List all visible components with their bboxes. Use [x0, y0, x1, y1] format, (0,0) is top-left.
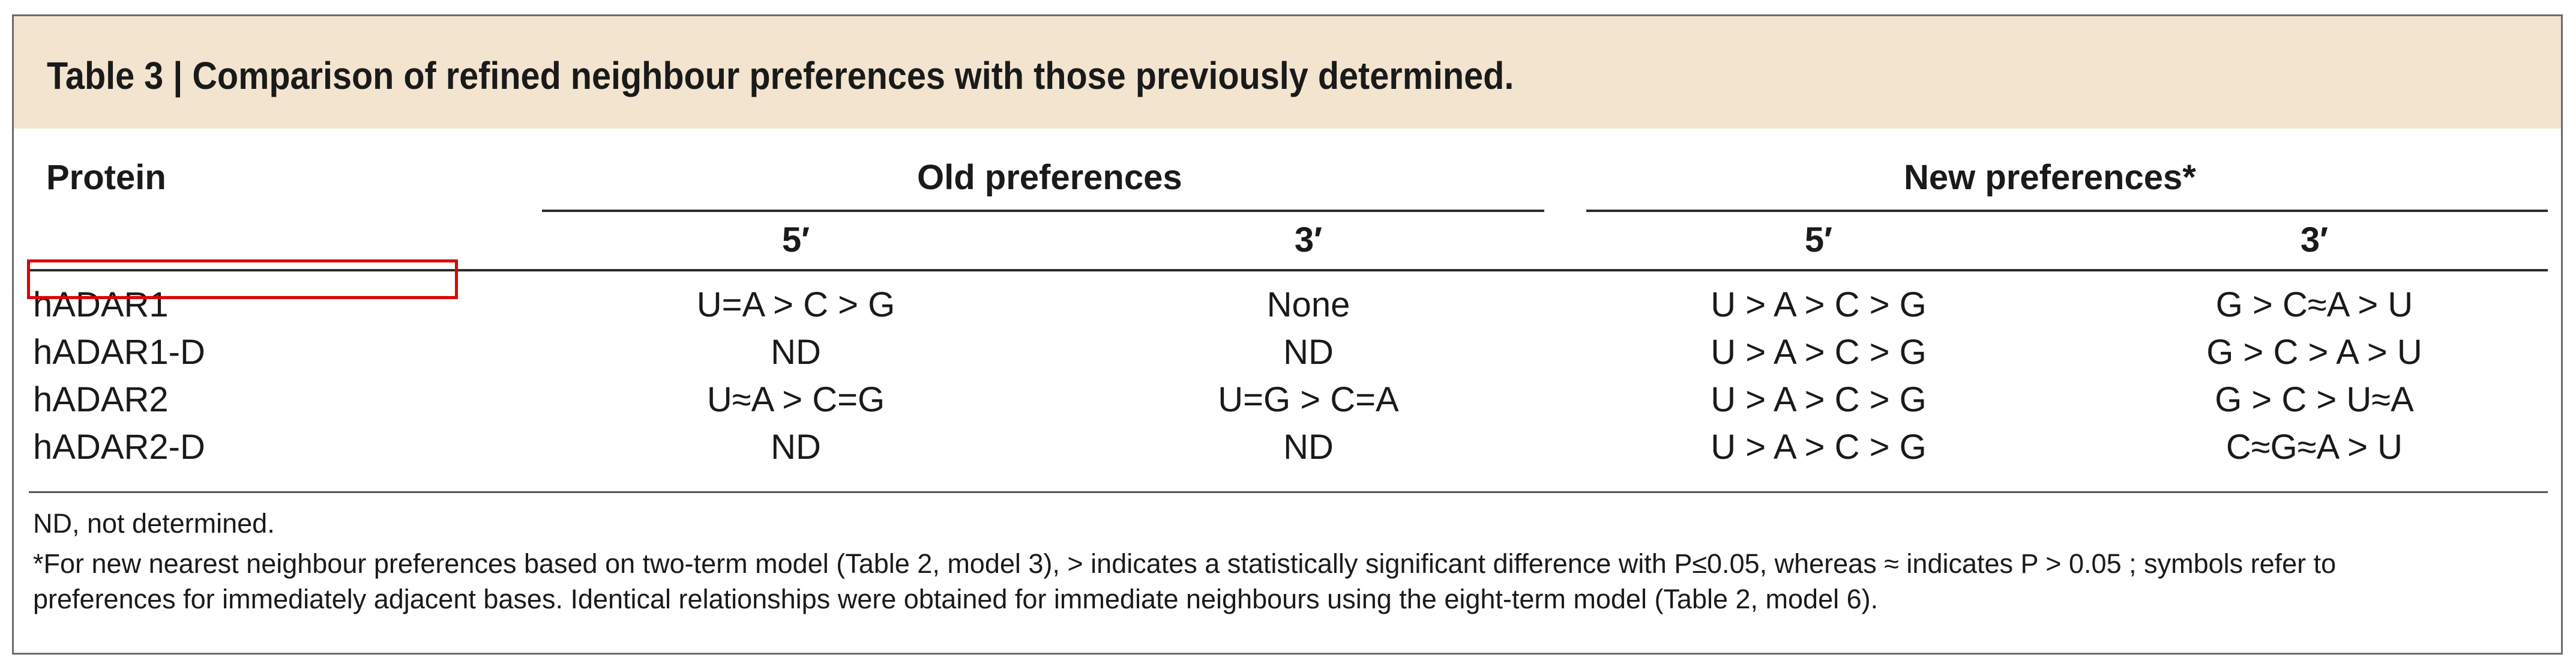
table-row-protein: hADAR2 — [33, 380, 169, 419]
table-cell-old5: U≈A > C=G — [706, 380, 885, 419]
header-bottom-rule — [29, 269, 2548, 271]
header-new-5prime: 5′ — [1804, 220, 1833, 259]
table-cell-new3: C≈G≈A > U — [2225, 428, 2403, 467]
header-old-5prime: 5′ — [781, 220, 810, 259]
title-bar: Table 3 | Comparison of refined neighbou… — [14, 16, 2561, 129]
table-cell-new5: U > A > C > G — [1711, 428, 1927, 467]
table-cell-new5: U > A > C > G — [1711, 380, 1927, 419]
old-preferences-rule — [542, 210, 1544, 212]
table-row-protein: hADAR1-D — [33, 333, 205, 372]
selection-highlight-box — [27, 259, 458, 299]
header-old-3prime: 3′ — [1294, 220, 1323, 259]
table-cell-new5: U > A > C > G — [1711, 333, 1927, 372]
header-new-3prime: 3′ — [2300, 220, 2329, 259]
footnote-star-line-1: *For new nearest neighbour preferences b… — [33, 548, 2337, 579]
table-cell-old3: None — [1266, 285, 1350, 324]
table-cell-old5: ND — [771, 428, 821, 467]
table-cell-new3: G > C≈A > U — [2215, 285, 2413, 324]
footnote-nd: ND, not determined. — [33, 508, 275, 539]
header-protein: Protein — [46, 158, 166, 197]
table-cell-old3: U=G > C=A — [1218, 380, 1399, 419]
table-row-protein: hADAR1 — [33, 285, 169, 324]
table-cell-old5: ND — [771, 333, 821, 372]
table-cell-new5: U > A > C > G — [1711, 285, 1927, 324]
table-cell-old3: ND — [1283, 333, 1334, 372]
table-cell-new3: G > C > U≈A — [2215, 380, 2414, 419]
header-old-preferences: Old preferences — [917, 158, 1182, 197]
table-cell-old5: U=A > C > G — [696, 285, 895, 324]
header-new-preferences: New preferences* — [1904, 158, 2196, 197]
table-row-protein: hADAR2-D — [33, 428, 205, 467]
table-title: Table 3 | Comparison of refined neighbou… — [47, 54, 1514, 97]
footnote-separator-rule — [29, 491, 2548, 493]
new-preferences-rule — [1586, 210, 2548, 212]
table-frame: Table 3 | Comparison of refined neighbou… — [12, 14, 2563, 655]
table-cell-old3: ND — [1283, 428, 1334, 467]
footnote-star-line-2: preferences for immediately adjacent bas… — [33, 584, 1879, 614]
table-cell-new3: G > C > A > U — [2206, 333, 2422, 372]
